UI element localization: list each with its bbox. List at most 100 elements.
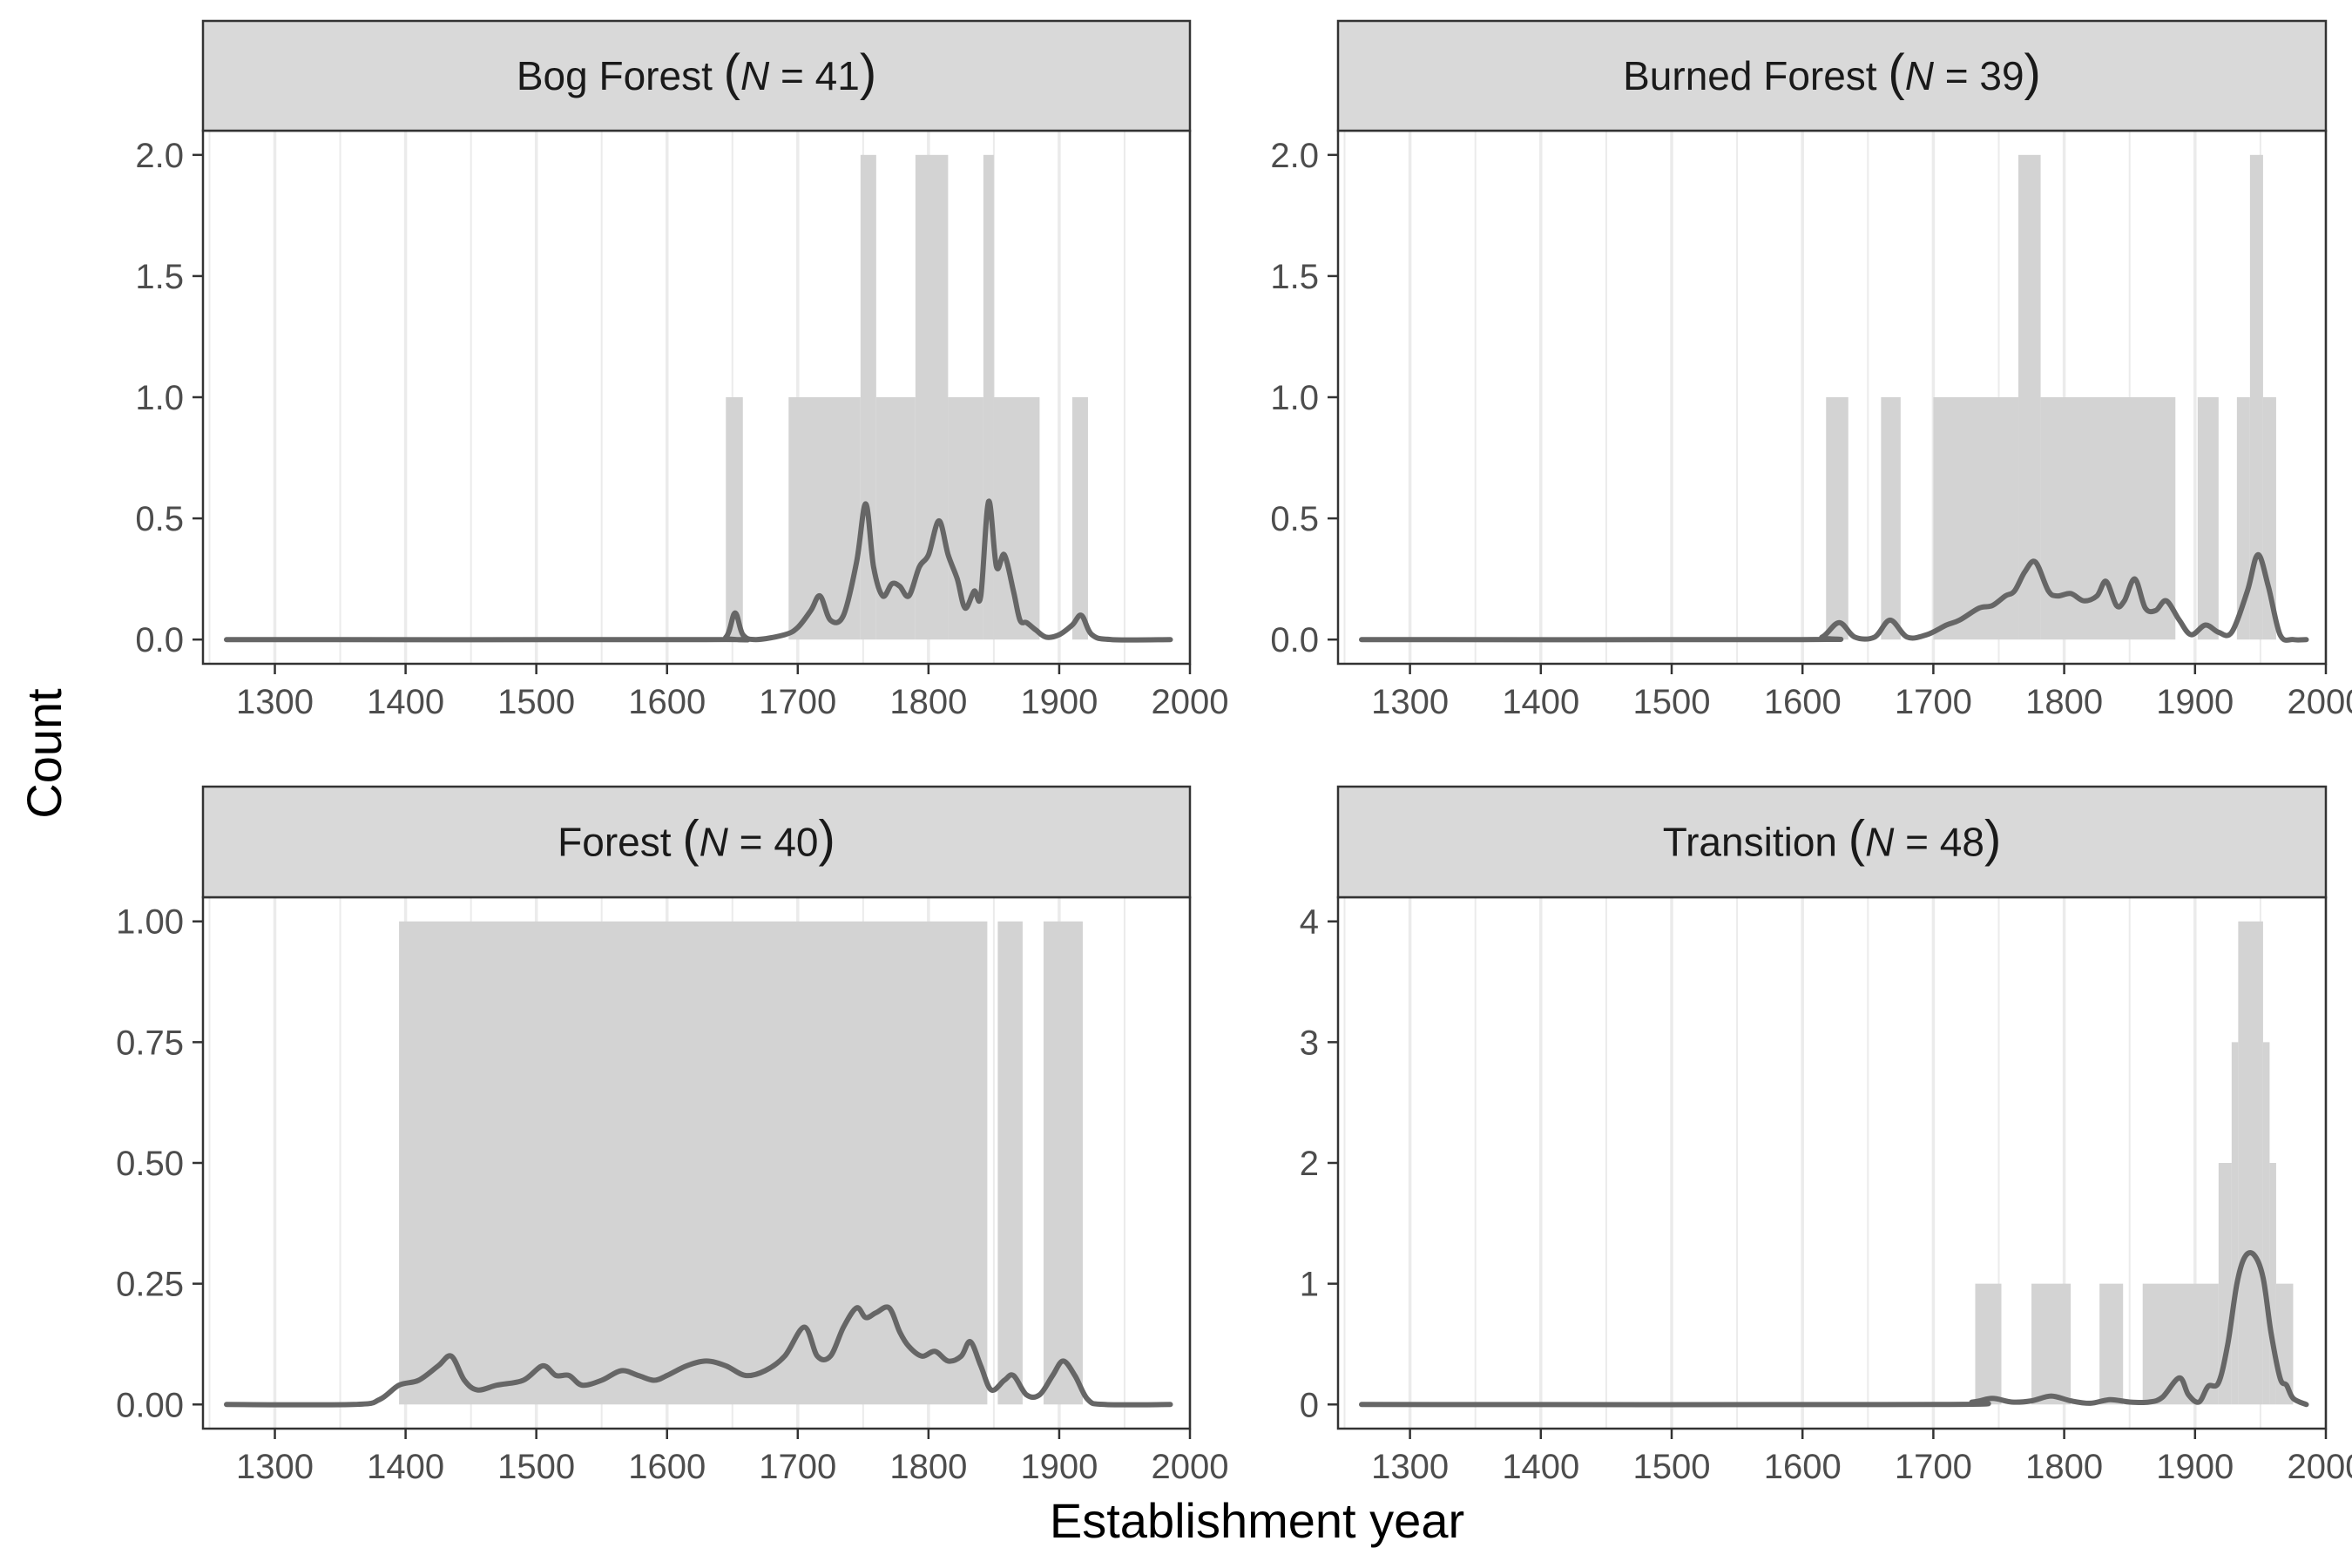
- y-tick-label: 0.50: [116, 1145, 184, 1183]
- strip-paren-open: (: [1888, 44, 1904, 101]
- facet-panel: Forest (N = 40) 0.00 0.25 0.50 0.75 1.00 1300 1…: [116, 785, 1228, 1486]
- x-tick-label: 1600: [1764, 1448, 1842, 1486]
- y-tick-label: 0.5: [135, 500, 184, 538]
- x-tick-label: 1900: [1020, 683, 1098, 721]
- strip-equals: =: [1934, 53, 1979, 98]
- y-tick-label: 0.0: [1270, 621, 1319, 659]
- density-line: [1359, 551, 2309, 643]
- x-tick-label: 1700: [759, 1448, 836, 1486]
- strip-title: Transition: [1663, 820, 1848, 865]
- y-tick-label: 2.0: [1270, 137, 1319, 175]
- x-tick-label: 1500: [1633, 1448, 1711, 1486]
- histogram-bar: [2238, 921, 2263, 1405]
- strip-paren-close: ): [2024, 44, 2041, 101]
- histogram-bar: [2197, 397, 2219, 640]
- histogram-bar: [2262, 1042, 2270, 1405]
- x-axis-title: Establishment year: [1050, 1493, 1464, 1548]
- facet-strip: [201, 19, 1192, 132]
- y-tick-label: 0.25: [116, 1266, 184, 1304]
- y-tick-label: 1: [1300, 1266, 1319, 1304]
- x-tick-label: 1600: [628, 683, 706, 721]
- strip-title: Burned Forest: [1623, 53, 1888, 98]
- strip-paren-close: ): [819, 811, 835, 868]
- x-tick-label: 1700: [759, 683, 836, 721]
- facet-panel: Transition (N = 48) 0 1 2 3 4 1300 1400 1500 1600…: [1300, 785, 2352, 1486]
- x-tick-label: 1400: [1502, 1448, 1579, 1486]
- facet-strip: [1336, 785, 2328, 899]
- x-tick-label: 1600: [1764, 683, 1842, 721]
- y-axis-title: Count: [17, 688, 71, 819]
- histogram-bar: [997, 921, 1023, 1405]
- x-tick-label: 1700: [1895, 1448, 1972, 1486]
- x-tick-label: 1600: [628, 1448, 706, 1486]
- strip-paren-open: (: [1848, 811, 1865, 868]
- x-tick-label: 1700: [1895, 683, 1972, 721]
- strip-paren-open: (: [682, 811, 699, 868]
- strip-n-value: 48: [1940, 820, 1984, 865]
- strip-equals: =: [1894, 820, 1939, 865]
- y-tick-label: 1.0: [1270, 379, 1319, 417]
- y-tick-label: 1.5: [1270, 258, 1319, 296]
- x-tick-label: 1800: [2025, 683, 2103, 721]
- x-tick-label: 1500: [1633, 683, 1711, 721]
- strip-title: Forest: [558, 820, 682, 865]
- strip-n-symbol: N: [1865, 820, 1895, 865]
- histogram-bar: [2231, 1042, 2239, 1405]
- x-tick-label: 1800: [889, 683, 967, 721]
- facet-strip: [201, 785, 1192, 899]
- strip-n-symbol: N: [1905, 53, 1935, 98]
- y-tick-label: 2.0: [135, 137, 184, 175]
- strip-n-value: 40: [774, 820, 818, 865]
- histogram-bar: [1826, 397, 1848, 640]
- strip-title: Bog Forest: [517, 53, 724, 98]
- strip-paren-close: ): [860, 44, 876, 101]
- histogram-bar: [2018, 154, 2041, 640]
- density-line: [224, 498, 1173, 643]
- histogram-bar: [2269, 1163, 2276, 1405]
- x-tick-label: 2000: [1152, 683, 1229, 721]
- facet-panel: Bog Forest (N = 41) 0.0 0.5 1.0 1.5 2.0 1300 14…: [135, 19, 1229, 721]
- facet-panel: Burned Forest (N = 39) 0.0 0.5 1.0 1.5 2.0 130…: [1270, 19, 2352, 721]
- x-tick-label: 1300: [1371, 1448, 1449, 1486]
- strip-equals: =: [769, 53, 814, 98]
- strip-n-value: 39: [1979, 53, 2024, 98]
- histogram-bar: [2142, 1283, 2219, 1405]
- facet-strip-label: Bog Forest (N = 41): [517, 44, 876, 101]
- y-tick-label: 1.00: [116, 903, 184, 942]
- histogram-bar: [726, 397, 743, 640]
- histogram-bar: [1881, 397, 1901, 640]
- panel-background: [203, 131, 1190, 664]
- facet-strip-label: Burned Forest (N = 39): [1623, 44, 2041, 101]
- histogram-bar: [875, 397, 916, 640]
- x-tick-label: 1800: [2025, 1448, 2103, 1486]
- strip-paren-close: ): [1984, 811, 2001, 868]
- histogram-bar: [1071, 397, 1088, 640]
- x-tick-label: 1300: [1371, 683, 1449, 721]
- strip-n-symbol: N: [740, 53, 770, 98]
- x-tick-label: 1300: [236, 683, 314, 721]
- histogram-bar: [2099, 1283, 2124, 1405]
- y-tick-label: 1.5: [135, 258, 184, 296]
- y-tick-label: 0.75: [116, 1024, 184, 1062]
- histogram-bar: [1975, 1283, 2002, 1405]
- x-tick-label: 1900: [2156, 683, 2234, 721]
- histogram-bar: [1933, 397, 2019, 640]
- x-tick-label: 1900: [1020, 1448, 1098, 1486]
- strip-equals: =: [728, 820, 774, 865]
- y-tick-label: 3: [1300, 1024, 1319, 1062]
- x-tick-label: 1300: [236, 1448, 314, 1486]
- x-tick-label: 1800: [889, 1448, 967, 1486]
- x-tick-label: 1400: [1502, 683, 1579, 721]
- histogram-bar: [2236, 397, 2250, 640]
- y-tick-label: 0.0: [135, 621, 184, 659]
- x-tick-label: 1500: [497, 1448, 575, 1486]
- strip-paren-open: (: [724, 44, 740, 101]
- x-tick-label: 1400: [367, 1448, 444, 1486]
- histogram-bar: [2031, 1283, 2072, 1405]
- strip-n-value: 41: [815, 53, 860, 98]
- facet-strip-label: Transition (N = 48): [1663, 811, 2002, 868]
- histogram-bar: [915, 154, 949, 640]
- x-tick-label: 1400: [367, 683, 444, 721]
